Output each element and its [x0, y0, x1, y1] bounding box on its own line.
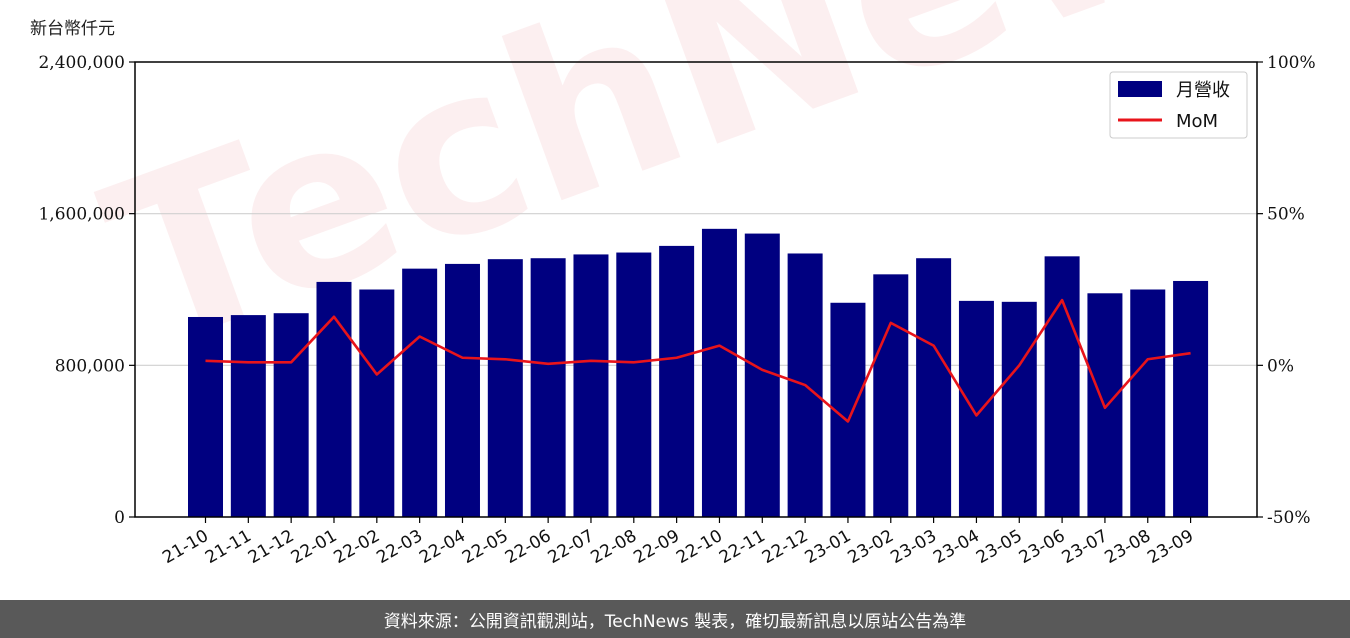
- bar-23-05: [1001, 301, 1037, 517]
- x-tick-label: 22-11: [716, 526, 769, 568]
- bar-23-03: [916, 258, 952, 517]
- right-tick-label: 100%: [1267, 53, 1316, 73]
- x-tick-label: 22-02: [331, 526, 384, 568]
- right-tick-label: 50%: [1267, 205, 1305, 225]
- x-tick-label: 21-11: [202, 526, 255, 568]
- bar-21-12: [273, 313, 309, 517]
- legend-bar-label: 月營收: [1176, 80, 1230, 101]
- x-tick-label: 23-01: [802, 526, 855, 568]
- x-tick-label: 23-09: [1144, 526, 1197, 568]
- revenue-bars: [188, 228, 1209, 518]
- x-tick-label: 23-04: [930, 526, 983, 568]
- x-tick-label: 21-12: [245, 526, 298, 568]
- legend-line-label: MoM: [1176, 111, 1218, 132]
- source-footer-text: 資料來源：公開資訊觀測站，TechNews 製表，確切最新訊息以原站公告為準: [383, 611, 967, 632]
- x-tick-label: 22-09: [630, 526, 683, 568]
- bar-21-11: [230, 315, 266, 517]
- bar-23-02: [873, 274, 909, 517]
- x-tick-label: 22-10: [673, 526, 726, 568]
- bar-22-06: [530, 258, 566, 517]
- x-tick-label: 22-01: [288, 526, 341, 568]
- x-tick-label: 23-08: [1101, 526, 1154, 568]
- left-tick-label: 0: [114, 508, 125, 528]
- bar-22-08: [616, 252, 652, 517]
- mom-line: [205, 298, 1191, 423]
- mom-line-group: [205, 298, 1191, 423]
- x-tick-label: 22-07: [545, 526, 598, 568]
- x-tick-label: 23-03: [887, 526, 940, 568]
- left-tick-label: 1,600,000: [38, 205, 125, 225]
- x-tick-label: 23-06: [1016, 526, 1069, 568]
- legend: 月營收 MoM: [1109, 71, 1248, 139]
- x-tick-label: 23-07: [1059, 526, 1112, 568]
- plot-frame: [134, 61, 1258, 518]
- x-tick-label: 22-04: [416, 526, 469, 568]
- bar-23-08: [1130, 289, 1166, 517]
- chart: TechNews 0800,0001,600,0002,400,000-50%0…: [38, 0, 1350, 568]
- x-tick-label: 23-05: [973, 526, 1026, 568]
- bar-23-04: [958, 300, 994, 517]
- bar-22-10: [701, 228, 737, 518]
- right-tick-label: -50%: [1267, 508, 1311, 528]
- x-tick-label: 22-06: [502, 526, 555, 568]
- bar-22-04: [444, 263, 480, 517]
- bar-22-09: [659, 245, 695, 518]
- bar-22-03: [402, 268, 438, 517]
- bar-22-05: [487, 259, 523, 517]
- bar-23-09: [1173, 280, 1209, 517]
- bar-22-02: [359, 289, 395, 517]
- y-axis-unit-label: 新台幣仟元: [30, 19, 115, 39]
- bar-23-06: [1044, 256, 1080, 517]
- bar-21-10: [188, 316, 223, 517]
- bar-22-07: [573, 254, 609, 518]
- x-tick-label: 22-08: [588, 526, 641, 568]
- x-tick-label: 21-10: [159, 526, 212, 568]
- x-tick-label: 23-02: [844, 526, 897, 568]
- bar-22-01: [316, 281, 352, 517]
- left-tick-label: 2,400,000: [38, 53, 125, 73]
- left-tick-label: 800,000: [55, 356, 125, 376]
- x-tick-label: 22-12: [759, 526, 812, 568]
- x-tick-label: 22-05: [459, 526, 512, 568]
- right-tick-label: 0%: [1267, 356, 1294, 376]
- x-tick-label: 22-03: [373, 526, 426, 568]
- legend-bar-swatch: [1118, 81, 1162, 97]
- source-footer: 資料來源：公開資訊觀測站，TechNews 製表，確切最新訊息以原站公告為準: [0, 600, 1350, 638]
